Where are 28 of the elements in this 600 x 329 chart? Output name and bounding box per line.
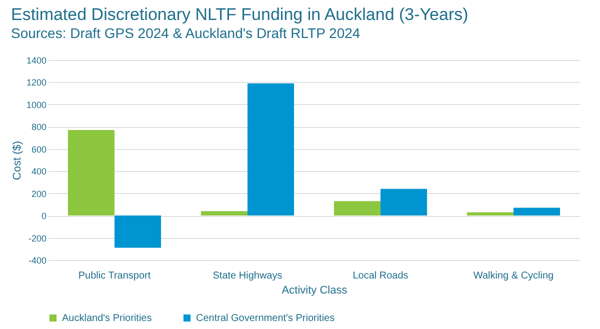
- legend-label: Auckland's Priorities: [62, 313, 152, 324]
- x-tick-label: Local Roads: [352, 270, 408, 282]
- x-axis-title: Activity Class: [282, 284, 348, 296]
- chart-title: Estimated Discretionary NLTF Funding in Auckland (3-Years): [10, 5, 468, 24]
- y-tick-label: 400: [31, 166, 46, 177]
- y-tick-label: 200: [31, 188, 46, 199]
- x-tick-label: State Highways: [212, 270, 282, 282]
- y-tick-label: 600: [31, 144, 46, 154]
- bar: [380, 188, 428, 216]
- y-tick-label: 1200: [26, 78, 46, 88]
- y-tick-label: 800: [31, 122, 46, 132]
- y-tick-label: 0: [41, 211, 46, 222]
- x-tick-label: Walking & Cycling: [473, 270, 554, 282]
- y-tick-label: 1000: [26, 100, 46, 110]
- y-tick-label: -400: [28, 256, 46, 266]
- bar: [514, 208, 560, 216]
- bar: [200, 211, 248, 216]
- bar: [248, 83, 294, 216]
- bar: [114, 216, 162, 248]
- chart-subtitle: Sources: Draft GPS 2024 & Auckland's Draft RLTP 2024: [10, 25, 360, 41]
- y-axis-title: Cost ($): [11, 140, 24, 180]
- legend-label: Central Government's Priorities: [196, 313, 335, 324]
- y-tick-label: -200: [28, 233, 46, 244]
- bar: [68, 130, 114, 216]
- bar: [334, 201, 380, 216]
- bar: [466, 212, 514, 216]
- x-tick-label: Public Transport: [78, 270, 151, 282]
- y-tick-label: 1400: [26, 56, 46, 66]
